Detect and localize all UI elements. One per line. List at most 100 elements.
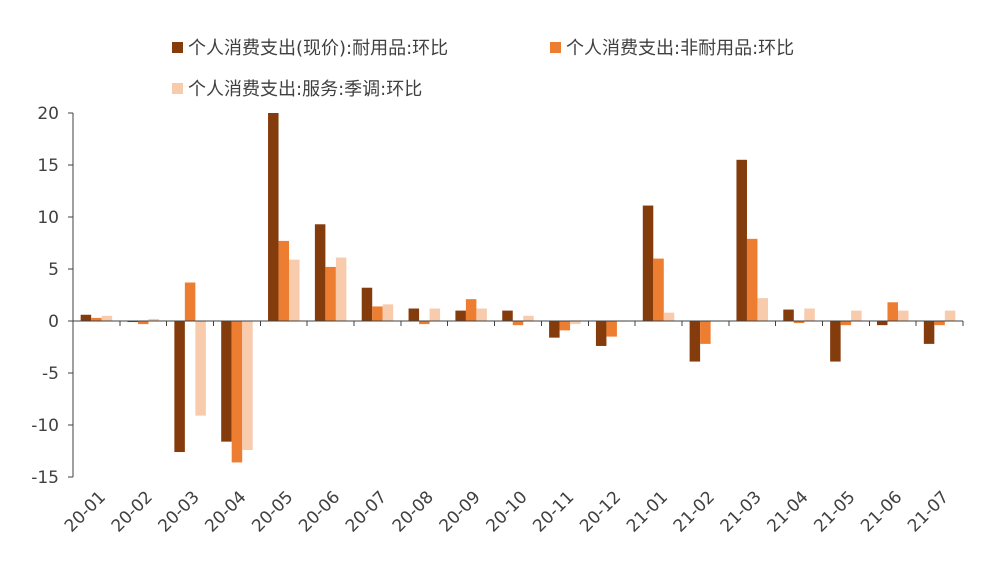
y-tick-label: 5 [48, 260, 59, 280]
bar [101, 315, 113, 321]
legend-label: 个人消费支出:服务:季调:环比 [188, 79, 422, 100]
legend-swatch [172, 42, 183, 53]
y-tick-label: 0 [48, 312, 59, 332]
x-tick-label: 20-05 [248, 487, 297, 536]
bar [502, 310, 513, 321]
x-tick-label: 20-06 [295, 487, 344, 536]
bar [148, 318, 160, 321]
bar [242, 321, 253, 450]
y-tick-label: -15 [31, 468, 59, 488]
x-tick-label: 21-07 [904, 487, 953, 536]
bar [278, 240, 290, 321]
x-tick-label: 21-05 [810, 487, 859, 536]
bar [221, 321, 232, 442]
bar [944, 310, 956, 321]
bar [793, 321, 805, 324]
bar [325, 266, 336, 321]
y-tick-label: 20 [37, 104, 59, 124]
bar [429, 308, 441, 321]
bar [523, 315, 534, 321]
x-tick-label: 20-03 [155, 487, 204, 536]
x-tick-label: 20-11 [529, 487, 578, 536]
legend-swatch [550, 42, 561, 53]
bar [559, 321, 571, 331]
bar [476, 308, 487, 321]
bar [876, 321, 888, 326]
x-tick-label: 20-09 [436, 487, 485, 536]
bar [184, 282, 196, 321]
legend-label: 个人消费支出:非耐用品:环比 [566, 38, 794, 59]
bar [372, 306, 383, 321]
x-tick-label: 21-04 [764, 487, 813, 536]
bar [382, 304, 394, 321]
bar-series [80, 113, 935, 453]
bar [606, 321, 617, 337]
bar [663, 312, 675, 321]
bar [80, 314, 92, 321]
bar [757, 298, 768, 321]
bar [595, 321, 607, 346]
x-tick-label: 20-01 [61, 487, 110, 536]
axes [68, 112, 964, 478]
bar [923, 321, 935, 344]
bar [195, 321, 206, 416]
bar [314, 224, 326, 321]
bar [361, 287, 373, 321]
bar [783, 309, 794, 321]
x-tick-label: 21-06 [857, 487, 906, 536]
bar [512, 321, 524, 326]
bar [689, 321, 701, 362]
bar [746, 238, 758, 321]
bar [174, 321, 185, 453]
bar [419, 321, 430, 325]
bar [887, 302, 898, 321]
bar [455, 310, 466, 321]
x-tick-label: 20-04 [201, 487, 250, 536]
x-tick-label: 20-08 [389, 487, 438, 536]
bar [804, 308, 815, 321]
legend: 个人消费支出(现价):耐用品:环比 个人消费支出:非耐用品:环比个人消费支出:服务… [172, 38, 794, 100]
x-tick-label: 20-07 [342, 487, 391, 536]
legend-item: 个人消费支出(现价):耐用品:环比 [172, 38, 448, 59]
bar [736, 159, 747, 321]
bar [897, 310, 909, 321]
legend-item: 个人消费支出:服务:季调:环比 [172, 79, 422, 100]
bar [91, 317, 102, 321]
legend-label: 个人消费支出(现价):耐用品:环比 [188, 38, 448, 59]
bar [700, 321, 711, 344]
bar [231, 321, 243, 463]
x-tick-label: 20-10 [482, 487, 531, 536]
bar [465, 299, 477, 321]
bar-series [91, 238, 945, 463]
bar [408, 308, 420, 321]
bar [549, 321, 560, 338]
bar [830, 321, 841, 362]
x-tick-label: 20-02 [108, 487, 157, 536]
bar [138, 321, 149, 325]
x-tick-label: 21-02 [670, 487, 719, 536]
x-tick-label: 20-12 [576, 487, 625, 536]
bar [642, 205, 654, 321]
bar-series [101, 257, 956, 450]
bar [570, 321, 581, 325]
bar [840, 321, 852, 326]
legend-item: 个人消费支出:非耐用品:环比 [550, 38, 794, 59]
bar [289, 259, 300, 321]
bar [653, 258, 664, 321]
bar [851, 310, 862, 321]
y-tick-label: 10 [37, 208, 59, 228]
bar [268, 113, 279, 321]
y-tick-label: 15 [37, 156, 59, 176]
bars [80, 113, 956, 463]
tick-labels: 20151050-5-10-1520-0120-0220-0320-0420-0… [31, 104, 953, 536]
y-tick-label: -10 [31, 416, 59, 436]
bar [934, 321, 945, 326]
legend-swatch [172, 83, 183, 94]
x-tick-label: 21-03 [717, 487, 766, 536]
y-tick-label: -5 [42, 364, 59, 384]
x-tick-label: 21-01 [623, 487, 672, 536]
bar [335, 257, 347, 321]
bar [127, 321, 139, 323]
